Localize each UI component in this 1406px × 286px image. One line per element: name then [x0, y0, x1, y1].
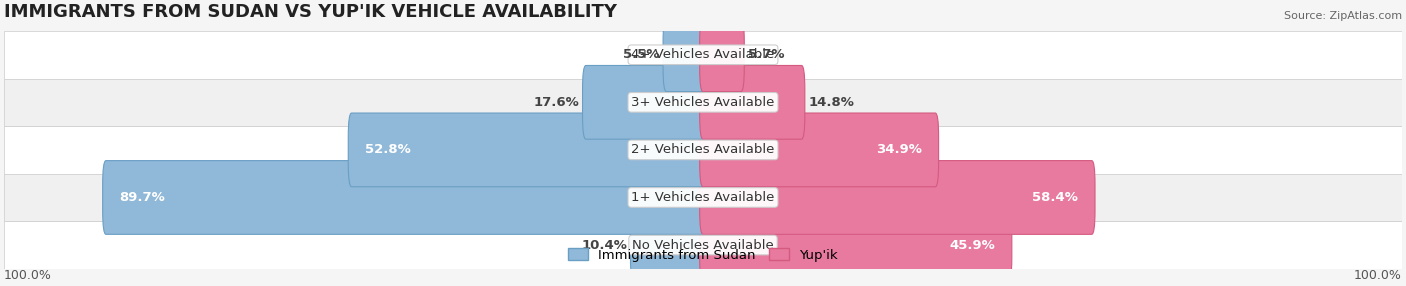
FancyBboxPatch shape: [349, 113, 706, 187]
FancyBboxPatch shape: [700, 113, 939, 187]
Text: 14.8%: 14.8%: [808, 96, 853, 109]
Text: 2+ Vehicles Available: 2+ Vehicles Available: [631, 143, 775, 156]
FancyBboxPatch shape: [4, 174, 1402, 221]
Legend: Immigrants from Sudan, Yup'ik: Immigrants from Sudan, Yup'ik: [562, 243, 844, 267]
FancyBboxPatch shape: [4, 126, 1402, 174]
Text: 34.9%: 34.9%: [876, 143, 922, 156]
FancyBboxPatch shape: [700, 208, 1012, 282]
Text: 100.0%: 100.0%: [1354, 269, 1402, 282]
Text: Source: ZipAtlas.com: Source: ZipAtlas.com: [1284, 11, 1402, 21]
FancyBboxPatch shape: [664, 18, 706, 92]
Text: 10.4%: 10.4%: [581, 239, 627, 252]
Text: 3+ Vehicles Available: 3+ Vehicles Available: [631, 96, 775, 109]
Text: No Vehicles Available: No Vehicles Available: [633, 239, 773, 252]
Text: 4+ Vehicles Available: 4+ Vehicles Available: [631, 48, 775, 61]
Text: 58.4%: 58.4%: [1032, 191, 1078, 204]
Text: 89.7%: 89.7%: [120, 191, 165, 204]
FancyBboxPatch shape: [103, 161, 706, 234]
Text: 5.5%: 5.5%: [623, 48, 659, 61]
Text: 5.7%: 5.7%: [748, 48, 785, 61]
Text: IMMIGRANTS FROM SUDAN VS YUP'IK VEHICLE AVAILABILITY: IMMIGRANTS FROM SUDAN VS YUP'IK VEHICLE …: [4, 3, 617, 21]
Text: 45.9%: 45.9%: [949, 239, 995, 252]
FancyBboxPatch shape: [4, 221, 1402, 269]
FancyBboxPatch shape: [582, 65, 706, 139]
FancyBboxPatch shape: [4, 31, 1402, 79]
Text: 1+ Vehicles Available: 1+ Vehicles Available: [631, 191, 775, 204]
FancyBboxPatch shape: [4, 79, 1402, 126]
FancyBboxPatch shape: [700, 18, 744, 92]
FancyBboxPatch shape: [700, 161, 1095, 234]
FancyBboxPatch shape: [700, 65, 804, 139]
Text: 17.6%: 17.6%: [533, 96, 579, 109]
Text: 100.0%: 100.0%: [4, 269, 52, 282]
Text: 52.8%: 52.8%: [366, 143, 411, 156]
FancyBboxPatch shape: [630, 208, 706, 282]
